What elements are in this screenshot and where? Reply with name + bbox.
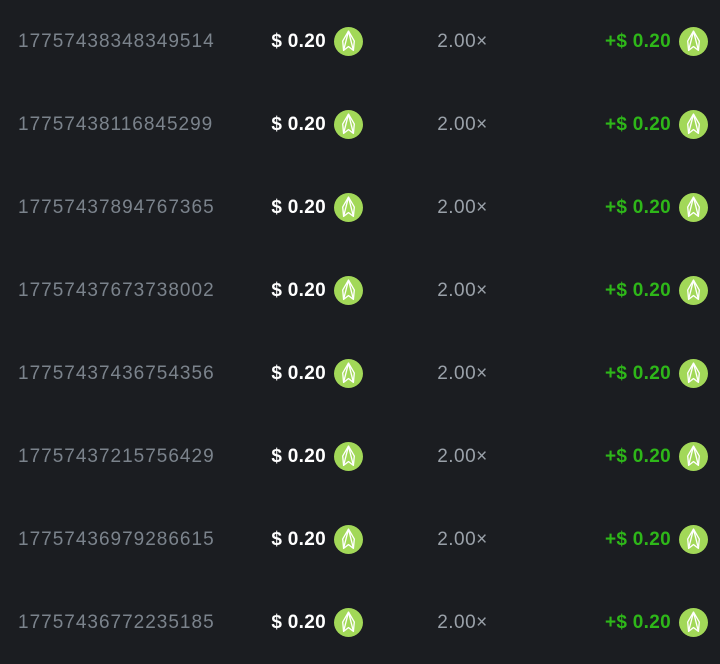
bet-amount: $ 0.20	[271, 528, 326, 550]
bet-id-cell: 17757437436754356	[18, 363, 215, 385]
bet-amount-cell: $ 0.20	[215, 359, 363, 388]
bet-amount: $ 0.20	[271, 445, 326, 467]
payout-cell: +$ 0.20	[540, 359, 708, 388]
multiplier-cell: 2.00×	[363, 363, 540, 385]
bet-amount: $ 0.20	[271, 113, 326, 135]
eos-coin-icon	[334, 442, 363, 471]
eos-coin-icon	[679, 608, 708, 637]
eos-coin-icon	[679, 27, 708, 56]
bet-row[interactable]: 17757438348349514 $ 0.20 2.00× +$ 0.20	[0, 0, 720, 83]
bet-row[interactable]: 17757436772235185 $ 0.20 2.00× +$ 0.20	[0, 581, 720, 664]
multiplier-cell: 2.00×	[363, 114, 540, 136]
bet-id-cell: 17757437894767365	[18, 197, 215, 219]
bet-id-cell: 17757437215756429	[18, 446, 215, 468]
bet-row[interactable]: 17757437436754356 $ 0.20 2.00× +$ 0.20	[0, 332, 720, 415]
bet-id[interactable]: 17757437894767365	[18, 196, 214, 218]
bet-amount-cell: $ 0.20	[215, 608, 363, 637]
multiplier-cell: 2.00×	[363, 31, 540, 53]
multiplier-value: 2.00×	[437, 611, 488, 633]
eos-coin-icon	[334, 193, 363, 222]
payout-amount: +$ 0.20	[604, 611, 671, 633]
payout-cell: +$ 0.20	[540, 608, 708, 637]
eos-coin-icon	[679, 525, 708, 554]
bet-amount-cell: $ 0.20	[215, 442, 363, 471]
bet-amount-cell: $ 0.20	[215, 276, 363, 305]
eos-coin-icon	[679, 276, 708, 305]
eos-coin-icon	[334, 525, 363, 554]
payout-amount: +$ 0.20	[604, 445, 671, 467]
bet-amount-cell: $ 0.20	[215, 27, 363, 56]
eos-coin-icon	[334, 110, 363, 139]
payout-amount: +$ 0.20	[604, 113, 671, 135]
multiplier-cell: 2.00×	[363, 197, 540, 219]
bet-id[interactable]: 17757437436754356	[18, 362, 214, 384]
bet-amount: $ 0.20	[271, 611, 326, 633]
payout-cell: +$ 0.20	[540, 27, 708, 56]
payout-cell: +$ 0.20	[540, 110, 708, 139]
multiplier-cell: 2.00×	[363, 446, 540, 468]
payout-cell: +$ 0.20	[540, 193, 708, 222]
multiplier-cell: 2.00×	[363, 529, 540, 551]
multiplier-value: 2.00×	[437, 30, 488, 52]
multiplier-value: 2.00×	[437, 279, 488, 301]
eos-coin-icon	[334, 276, 363, 305]
payout-amount: +$ 0.20	[604, 279, 671, 301]
bet-amount: $ 0.20	[271, 196, 326, 218]
bet-amount-cell: $ 0.20	[215, 525, 363, 554]
bet-id-cell: 17757438348349514	[18, 31, 215, 53]
bet-id[interactable]: 17757436979286615	[18, 528, 214, 550]
multiplier-value: 2.00×	[437, 528, 488, 550]
multiplier-value: 2.00×	[437, 113, 488, 135]
payout-amount: +$ 0.20	[604, 30, 671, 52]
payout-amount: +$ 0.20	[604, 528, 671, 550]
payout-amount: +$ 0.20	[604, 362, 671, 384]
multiplier-value: 2.00×	[437, 445, 488, 467]
bet-id[interactable]: 17757437215756429	[18, 445, 214, 467]
bet-amount: $ 0.20	[271, 30, 326, 52]
bet-amount-cell: $ 0.20	[215, 110, 363, 139]
payout-amount: +$ 0.20	[604, 196, 671, 218]
multiplier-value: 2.00×	[437, 362, 488, 384]
bet-id[interactable]: 17757437673738002	[18, 279, 214, 301]
bet-id-cell: 17757438116845299	[18, 114, 215, 136]
multiplier-cell: 2.00×	[363, 612, 540, 634]
bet-row[interactable]: 17757438116845299 $ 0.20 2.00× +$ 0.20	[0, 83, 720, 166]
eos-coin-icon	[334, 608, 363, 637]
bet-id-cell: 17757437673738002	[18, 280, 215, 302]
bet-amount-cell: $ 0.20	[215, 193, 363, 222]
bet-id[interactable]: 17757438348349514	[18, 30, 214, 52]
bet-row[interactable]: 17757436979286615 $ 0.20 2.00× +$ 0.20	[0, 498, 720, 581]
bet-row[interactable]: 17757437215756429 $ 0.20 2.00× +$ 0.20	[0, 415, 720, 498]
bet-amount: $ 0.20	[271, 279, 326, 301]
eos-coin-icon	[679, 110, 708, 139]
eos-coin-icon	[334, 27, 363, 56]
bet-id-cell: 17757436772235185	[18, 612, 215, 634]
eos-coin-icon	[679, 442, 708, 471]
multiplier-value: 2.00×	[437, 196, 488, 218]
eos-coin-icon	[679, 359, 708, 388]
payout-cell: +$ 0.20	[540, 525, 708, 554]
bet-row[interactable]: 17757437673738002 $ 0.20 2.00× +$ 0.20	[0, 249, 720, 332]
bet-row[interactable]: 17757437894767365 $ 0.20 2.00× +$ 0.20	[0, 166, 720, 249]
eos-coin-icon	[334, 359, 363, 388]
bet-amount: $ 0.20	[271, 362, 326, 384]
payout-cell: +$ 0.20	[540, 442, 708, 471]
eos-coin-icon	[679, 193, 708, 222]
payout-cell: +$ 0.20	[540, 276, 708, 305]
bet-id[interactable]: 17757436772235185	[18, 611, 214, 633]
bet-id-cell: 17757436979286615	[18, 529, 215, 551]
bet-id[interactable]: 17757438116845299	[18, 113, 214, 135]
multiplier-cell: 2.00×	[363, 280, 540, 302]
